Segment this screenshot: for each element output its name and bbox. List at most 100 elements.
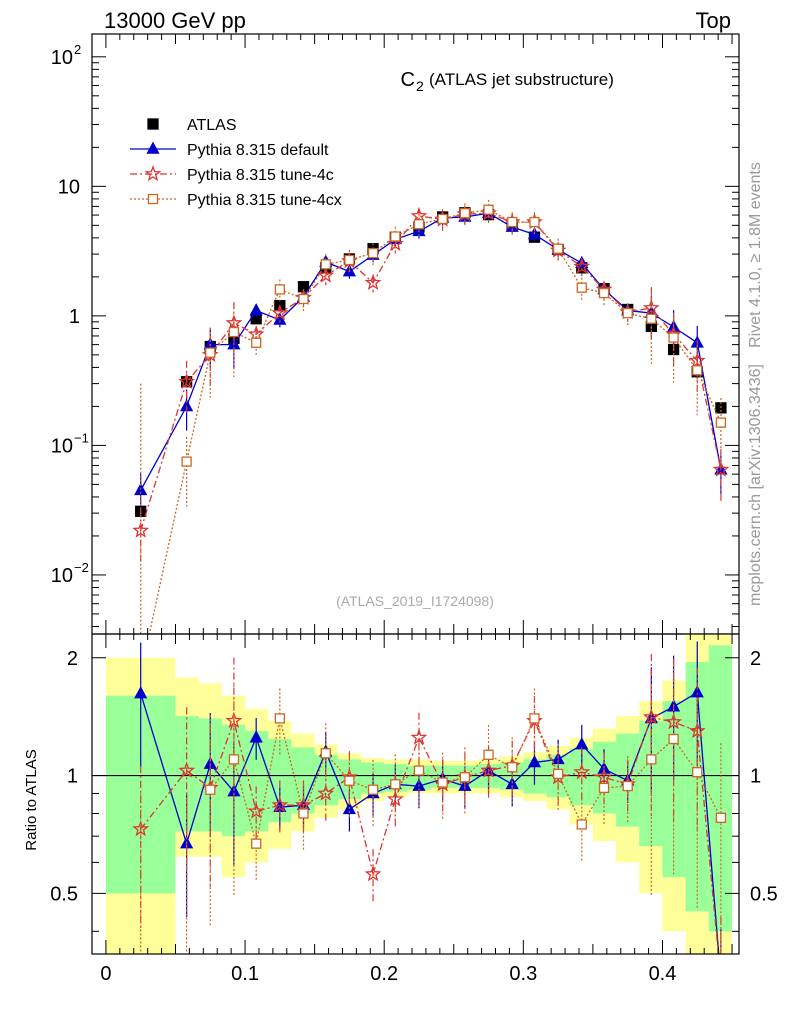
ratio-y-tick-label-right: 1 — [750, 766, 761, 788]
ratio-marker-tune4c — [386, 790, 404, 807]
header-left: 13000 GeV pp — [104, 8, 246, 33]
marker-tune4cx — [646, 313, 657, 324]
ratio-marker-tune4cx — [692, 767, 703, 778]
marker-tune4cx — [228, 326, 240, 338]
x-tick-label: 0.1 — [231, 963, 259, 985]
ratio-marker-tune4c — [364, 865, 382, 882]
main-y-tick-label: 10 — [51, 47, 73, 69]
series-main-atlas — [135, 207, 727, 517]
ratio-marker-tune4cx — [274, 713, 285, 724]
ratio-marker-tune4c — [410, 728, 428, 745]
legend-label: Pythia 8.315 default — [187, 142, 329, 159]
ratio-marker-tune4cx — [668, 733, 679, 745]
marker-tune4cx — [181, 456, 192, 467]
ratio-y-tick-label-right: 2 — [750, 648, 761, 670]
main-y-tick-label: 10 — [58, 176, 80, 198]
legend-item-atlas: ATLAS — [147, 117, 237, 134]
main-y-tick-label: 10 — [51, 565, 73, 587]
ratio-marker-tune4cx — [251, 838, 262, 849]
legend-item-default: Pythia 8.315 default — [130, 141, 329, 159]
side-rivet-label: Rivet 4.1.0, ≥ 1.8M events — [747, 162, 764, 348]
series-ratio-tune4cx — [140, 664, 727, 954]
marker-tune4cx — [390, 231, 401, 242]
legend-marker — [146, 141, 160, 154]
ratio-marker-tune4cx — [646, 754, 657, 765]
ratio-marker-tune4cx — [228, 754, 240, 765]
title-sub: 2 — [416, 78, 424, 94]
marker-tune4cx — [622, 307, 633, 319]
marker-tune4cx — [205, 347, 216, 358]
legend-label: ATLAS — [187, 117, 237, 134]
ratio-marker-tune4cx — [390, 779, 401, 790]
series-main-tune4c — [132, 204, 730, 565]
ratio-plot-area — [92, 634, 739, 986]
x-axis: 0 0.1 0.2 0.3 0.4 — [100, 34, 733, 985]
ratio-marker-tune4cx — [298, 808, 309, 819]
marker-tune4c — [573, 257, 591, 274]
ratio-panel: 2 2 1 1 0.5 0.5 0 0.1 0.2 0.3 0.4 Ratio to ATLAS — [23, 34, 778, 986]
ratio-marker-tune4cx — [483, 749, 494, 760]
x-tick-label: 0.3 — [509, 963, 537, 985]
ratio-marker-default — [575, 737, 589, 750]
title-rest: (ATLAS jet substructure) — [429, 70, 614, 89]
marker-tune4cx — [598, 287, 610, 299]
side-mcplots-label: mcplots.cern.ch [arXiv:1306.3436] — [747, 364, 764, 606]
marker-tune4cx — [715, 417, 727, 428]
legend-marker — [147, 193, 159, 205]
ratio-marker-tune4c — [714, 973, 727, 986]
marker-tune4cx — [668, 332, 679, 343]
marker-default — [273, 312, 287, 325]
x-tick-label: 0.2 — [370, 963, 398, 985]
x-tick-label: 0 — [100, 963, 111, 985]
ratio-marker-default — [134, 686, 148, 699]
series-main-default — [134, 205, 728, 515]
ratio-marker-tune4c — [132, 820, 150, 837]
legend-item-tune4c: Pythia 8.315 tune-4c — [130, 165, 334, 184]
legend: ATLAS Pythia 8.315 default Pythia 8.315 tu… — [130, 117, 342, 209]
marker-tune4c — [364, 273, 382, 291]
marker-tune4cx — [576, 282, 587, 293]
ratio-marker-tune4c — [573, 763, 591, 780]
marker-tune4cx — [692, 365, 703, 376]
ratio-marker-tune4cx — [715, 812, 727, 823]
marker-tune4c — [271, 304, 289, 321]
ratio-y-label: Ratio to ATLAS — [23, 749, 40, 850]
ratio-marker-tune4cx — [205, 784, 216, 795]
ratio-marker-tune4cx — [507, 762, 518, 773]
ratio-marker-tune4c — [225, 711, 243, 728]
ratio-y-axis: 2 2 1 1 0.5 0.5 — [50, 648, 778, 932]
ratio-y-tick-label-right: 0.5 — [750, 883, 778, 905]
legend-label: Pythia 8.315 tune-4cx — [187, 192, 342, 209]
marker-default — [412, 223, 426, 237]
band-green-bin — [569, 748, 593, 806]
marker-tune4cx — [367, 247, 379, 259]
ratio-y-tick-label: 1 — [67, 766, 78, 788]
main-y-tick-exp: −1 — [74, 430, 89, 445]
marker-tune4cx — [413, 219, 425, 230]
marker-tune4cx — [483, 204, 494, 215]
ratio-marker-tune4cx — [437, 777, 448, 788]
ratio-y-tick-label: 2 — [67, 648, 78, 670]
series-line-default — [140, 212, 722, 491]
marker-tune4cx — [552, 243, 564, 254]
marker-tune4c — [178, 372, 196, 389]
main-y-tick-label: 10 — [51, 435, 73, 457]
marker-default — [180, 398, 194, 412]
marker-tune4cx — [251, 337, 262, 348]
ratio-marker-default — [690, 685, 704, 698]
title-main: C — [401, 69, 415, 91]
ratio-marker-default — [249, 730, 263, 743]
main-y-tick-label: 1 — [69, 306, 80, 328]
marker-tune4cx — [529, 216, 540, 228]
ratio-marker-tune4cx — [576, 819, 587, 830]
ratio-marker-tune4cx — [413, 765, 425, 776]
analysis-label: (ATLAS_2019_I1724098) — [336, 593, 494, 609]
marker-default — [249, 303, 263, 316]
ratio-y-tick-label: 0.5 — [50, 883, 78, 905]
ratio-marker-tune4cx — [459, 772, 471, 783]
marker-tune4cx — [274, 284, 285, 295]
marker-default — [203, 337, 217, 350]
ratio-marker-tune4c — [317, 784, 335, 801]
marker-tune4c — [712, 460, 730, 477]
